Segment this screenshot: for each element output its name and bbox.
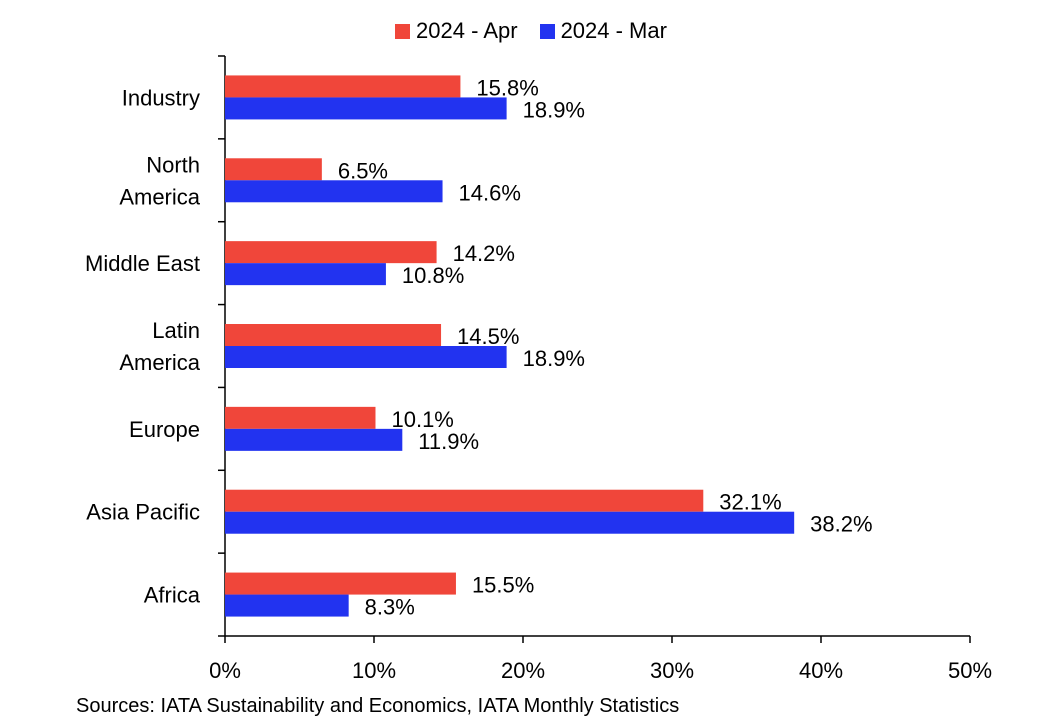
- chart-legend: 2024 - Apr 2024 - Mar: [0, 18, 1062, 44]
- bar-apr: [225, 406, 376, 429]
- bar-apr: [225, 75, 461, 98]
- y-category-label: Africa: [144, 583, 201, 608]
- data-label: 15.5%: [472, 573, 534, 598]
- x-tick-label: 10%: [352, 658, 396, 683]
- data-label: 38.2%: [810, 512, 872, 537]
- bar-apr: [225, 572, 456, 595]
- data-label: 8.3%: [365, 595, 415, 620]
- data-label: 14.6%: [459, 180, 521, 205]
- x-tick-label: 30%: [650, 658, 694, 683]
- bar-mar: [225, 263, 386, 286]
- data-label: 14.2%: [453, 241, 515, 266]
- data-label: 18.9%: [523, 346, 585, 371]
- bar-apr: [225, 324, 442, 346]
- bar-mar: [225, 346, 507, 368]
- data-label: 15.8%: [476, 75, 538, 100]
- x-tick-label: 0%: [209, 658, 241, 683]
- source-note: Sources: IATA Sustainability and Economi…: [76, 695, 680, 717]
- legend-swatch-apr: [395, 23, 411, 39]
- legend-item-apr: 2024 - Apr: [395, 18, 518, 44]
- x-tick-label: 40%: [799, 658, 843, 683]
- data-label: 14.5%: [457, 324, 519, 349]
- x-tick-label: 50%: [948, 658, 992, 683]
- bar-mar: [225, 97, 507, 120]
- bar-apr: [225, 241, 437, 264]
- bar-mar: [225, 428, 403, 451]
- bar-mar: [225, 594, 349, 617]
- y-category-label: Industry: [122, 85, 200, 110]
- legend-swatch-mar: [539, 23, 555, 39]
- y-category-label: Europe: [129, 417, 200, 442]
- bar-apr: [225, 158, 322, 181]
- bar-mar: [225, 511, 795, 534]
- y-category-label: Latin America: [119, 318, 200, 375]
- data-label: 6.5%: [338, 158, 388, 183]
- y-category-label: North America: [119, 152, 200, 209]
- y-category-label: Middle East: [85, 251, 200, 276]
- bar-apr: [225, 489, 704, 512]
- data-label: 32.1%: [719, 490, 781, 515]
- data-label: 11.9%: [418, 429, 479, 454]
- y-category-label: Asia Pacific: [86, 500, 200, 525]
- bar-mar: [225, 180, 443, 203]
- legend-label-apr: 2024 - Apr: [416, 18, 518, 43]
- data-label: 10.8%: [402, 263, 464, 288]
- legend-item-mar: 2024 - Mar: [539, 18, 667, 44]
- data-label: 18.9%: [523, 97, 585, 122]
- x-tick-label: 20%: [501, 658, 545, 683]
- legend-label-mar: 2024 - Mar: [560, 18, 667, 43]
- data-label: 10.1%: [391, 407, 453, 432]
